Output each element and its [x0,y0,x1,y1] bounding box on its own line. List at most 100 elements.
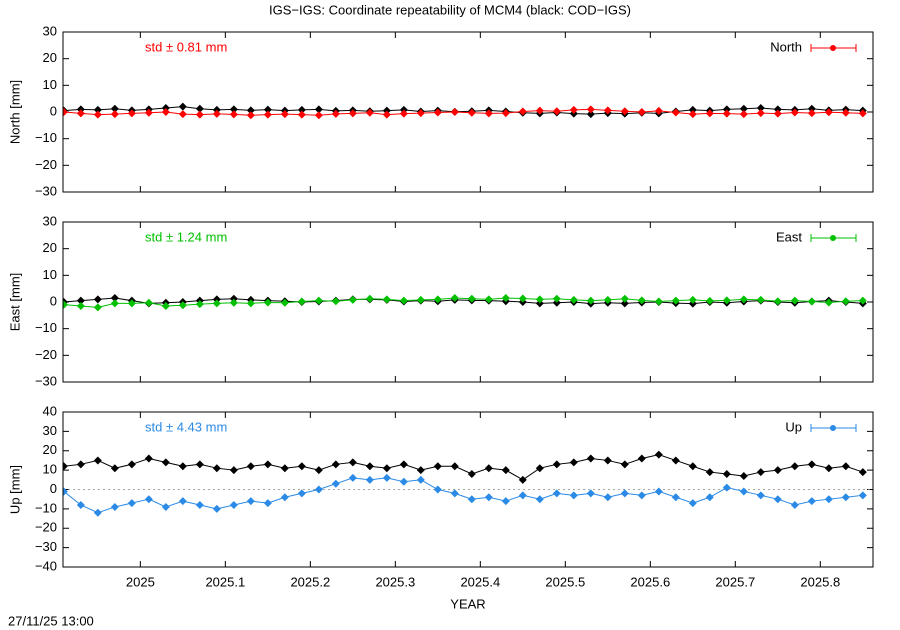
data-point [110,104,119,113]
x-tick-label: 2025.5 [545,574,585,589]
data-point [416,475,425,484]
data-point [161,108,170,116]
plot-frame [62,221,874,383]
y-tick-label: 20 [43,240,57,255]
data-point [416,466,425,475]
x-tick-label: 2025.2 [290,574,330,589]
data-point [365,475,374,484]
data-point [127,299,136,308]
legend-marker [830,45,836,51]
y-tick-label: 0 [50,293,57,308]
x-tick-label: 2025.8 [800,574,840,589]
data-point [280,298,289,307]
data-point [484,493,493,502]
data-point [365,462,374,471]
data-point [212,504,221,513]
data-point [161,502,170,511]
data-point [178,462,187,471]
data-point [144,454,153,463]
y-tick-label: −30 [35,539,57,554]
data-point [756,295,765,304]
data-point [552,489,561,498]
data-point [773,495,782,504]
data-point [756,104,765,112]
data-point [178,497,187,506]
data-point [314,485,323,494]
data-point [229,501,238,509]
data-point [399,296,408,305]
data-point [654,106,663,115]
data-point [586,105,595,114]
data-point [467,470,476,478]
data-point [93,105,102,114]
data-point [552,107,561,116]
data-point [365,294,374,303]
x-tick-label: 2025.4 [460,574,500,589]
data-point [450,294,459,302]
data-point [416,109,425,118]
y-axis-label: East [mm] [7,273,22,332]
data-point [263,110,272,119]
data-point [212,299,221,308]
data-point [603,456,612,465]
y-tick-label: 10 [43,462,57,477]
timestamp: 27/11/25 13:00 [8,613,94,628]
data-point [195,460,204,469]
y-tick-label: −10 [35,130,57,145]
data-point [603,493,612,502]
data-point [807,109,816,118]
data-point [280,493,289,502]
data-point [688,499,697,508]
y-tick-label: −10 [35,500,57,515]
data-point [688,462,697,471]
data-point [501,466,510,475]
y-tick-label: −20 [35,520,57,535]
data-point [586,454,595,463]
data-point [161,302,170,310]
legend-label: Up [785,419,802,434]
data-point [195,501,204,509]
data-point [790,296,799,305]
data-point [552,294,561,303]
data-point [858,468,867,477]
data-point [841,108,850,117]
data-point [467,294,476,303]
y-tick-label: 30 [43,23,57,38]
data-point [297,297,306,306]
data-point [76,501,85,509]
y-tick-label: 0 [50,103,57,118]
data-point [518,475,527,484]
data-point [229,298,238,307]
x-tick-label: 2025 [126,574,155,589]
x-axis-label: YEAR [450,596,485,611]
data-point [671,456,680,465]
data-point [688,105,697,114]
y-tick-label: 30 [43,423,57,438]
data-point [246,462,255,471]
data-point [773,297,782,306]
data-point [297,105,306,114]
data-point [416,295,425,304]
data-point [348,109,357,118]
data-point [688,110,697,119]
data-point [824,495,833,504]
data-point [620,107,629,116]
data-point [722,105,731,114]
data-point [620,460,629,469]
data-point [246,497,255,506]
data-point [76,296,85,305]
data-point [314,105,323,114]
data-point [212,109,221,118]
data-point [280,464,289,473]
legend-marker [830,235,836,241]
data-point [63,300,68,309]
data-point [263,460,272,469]
data-point [654,450,663,459]
data-point [603,106,612,115]
data-point [824,464,833,473]
data-point [314,111,323,120]
plot-area [63,294,867,312]
data-point [620,299,629,308]
y-tick-label: 10 [43,267,57,282]
data-point [331,297,340,306]
